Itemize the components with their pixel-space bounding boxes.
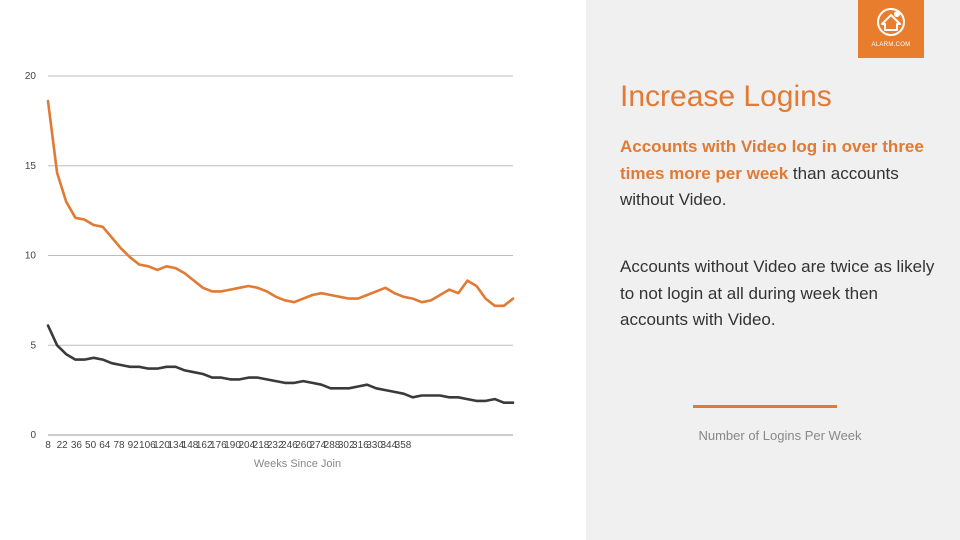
- page-title: Increase Logins: [620, 80, 832, 113]
- series-line-no-video: [46, 324, 515, 405]
- x-tick-label: 78: [113, 440, 125, 451]
- x-tick-label: 260: [295, 440, 312, 451]
- video-login-statement: Accounts with Video log in over three ti…: [620, 134, 940, 214]
- x-tick-label: 288: [324, 440, 341, 451]
- x-tick-label: 190: [224, 440, 241, 451]
- y-tick-label: 20: [25, 71, 37, 82]
- x-tick-label: 344: [380, 440, 397, 451]
- text-panel: ALARM.COM Increase Logins Accounts with …: [586, 0, 960, 540]
- legend-line: [693, 405, 837, 408]
- x-tick-label: 148: [182, 440, 199, 451]
- x-tick-label: 218: [253, 440, 270, 451]
- x-tick-label: 36: [71, 440, 83, 451]
- x-axis-title: Weeks Since Join: [254, 458, 341, 470]
- x-tick-label: 330: [366, 440, 383, 451]
- x-tick-label: 106: [139, 440, 156, 451]
- x-tick-label: 204: [238, 440, 255, 451]
- x-tick-label: 302: [338, 440, 355, 451]
- x-tick-label: 274: [309, 440, 326, 451]
- x-tick-label: 316: [352, 440, 369, 451]
- chart-area: 0 5 10 15 20 8 22 36 50 64 78 92 106 120 134 148 162 176 1…: [24, 71, 515, 470]
- x-tick-label: 162: [196, 440, 213, 451]
- x-tick-label: 358: [395, 440, 412, 451]
- x-tick-label: 92: [128, 440, 140, 451]
- alarm-com-logo: ALARM.COM: [858, 0, 924, 58]
- x-tick-label: 134: [167, 440, 184, 451]
- line-chart: 0 5 10 15 20 8 22 36 50 64 78 92 1061201341481621761…: [25, 71, 515, 470]
- highlight-text: Accounts with Video log in over three ti…: [620, 137, 924, 183]
- x-tick-label: 22: [57, 440, 69, 451]
- x-tick-label: 50: [85, 440, 97, 451]
- legend-label: Number of Logins Per Week: [698, 428, 862, 443]
- y-tick-label: 5: [30, 340, 36, 351]
- logo-text: ALARM.COM: [871, 42, 911, 48]
- y-tick-label: 15: [25, 161, 37, 172]
- y-tick-label: 10: [25, 251, 37, 262]
- series-line-video: [46, 99, 515, 308]
- x-tick-label: 232: [267, 440, 284, 451]
- no-video-statement: Accounts without Video are twice as like…: [620, 257, 935, 329]
- x-tick-label: 176: [210, 440, 227, 451]
- y-tick-label: 0: [30, 430, 36, 441]
- x-tick-label: 120: [153, 440, 170, 451]
- x-tick-label: 64: [99, 440, 111, 451]
- x-tick-label: 246: [281, 440, 298, 451]
- house-alarm-icon: [877, 8, 905, 36]
- statement-rest: than accounts without Video.: [620, 163, 899, 210]
- x-tick-label: 8: [45, 440, 51, 451]
